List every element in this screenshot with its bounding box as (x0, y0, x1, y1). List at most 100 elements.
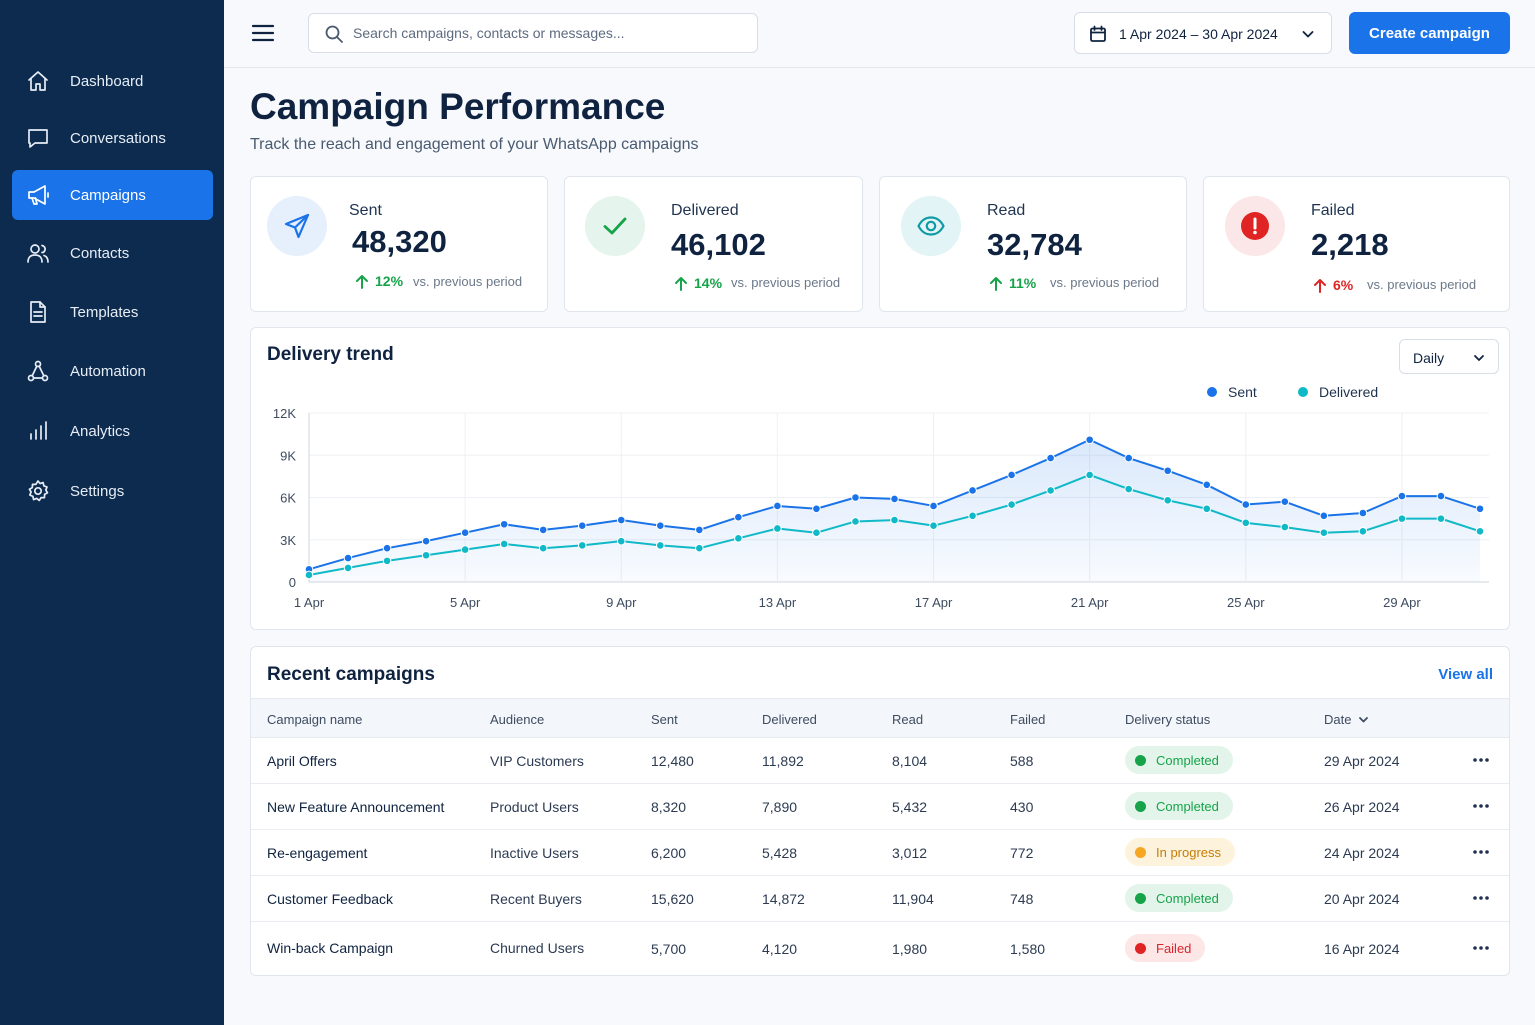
data-point-sent (929, 501, 938, 511)
users-icon (26, 241, 50, 265)
stat-label: Sent (349, 202, 382, 219)
sidebar-item-campaigns[interactable]: Campaigns (12, 170, 213, 220)
data-point-delivered (1202, 504, 1212, 514)
sidebar-item-templates[interactable]: Templates (12, 287, 213, 337)
sidebar-item-label: Analytics (70, 422, 131, 440)
cell-sent: 15,620 (651, 891, 694, 907)
data-point-sent (851, 493, 860, 502)
data-point-sent (421, 536, 431, 546)
cell-delivered: 11,892 (762, 753, 804, 769)
column-header-read[interactable]: Read (892, 712, 924, 727)
cell-failed: 1,580 (1010, 941, 1046, 957)
cell-campaign-name: New Feature Announcement (267, 799, 445, 815)
stat-comparison: vs. previous period (1050, 275, 1160, 290)
period-select[interactable]: Daily (1399, 339, 1499, 374)
data-point-sent (1163, 466, 1173, 476)
x-tick-label: 9 Apr (606, 595, 637, 610)
y-tick-label: 9K (280, 448, 296, 463)
column-header-audience[interactable]: Audience (490, 712, 545, 727)
stat-comparison: vs. previous period (1367, 277, 1477, 292)
recent-campaigns-card: Recent campaigns View all Campaign name … (250, 646, 1510, 976)
status-label: In progress (1156, 844, 1222, 860)
data-point-sent (1241, 500, 1251, 509)
calendar-icon (1089, 25, 1107, 43)
hamburger-menu-icon[interactable] (250, 20, 276, 46)
data-point-delivered (851, 517, 860, 526)
view-all-link[interactable]: View all (1438, 666, 1493, 683)
stat-change-value: 14% (694, 275, 723, 291)
column-header-delivered[interactable]: Delivered (762, 712, 817, 727)
data-point-delivered (929, 521, 938, 530)
date-range-picker[interactable]: 1 Apr 2024 – 30 Apr 2024 (1074, 12, 1332, 54)
more-options-icon[interactable] (1469, 750, 1493, 770)
sidebar-item-label: Templates (70, 303, 139, 321)
status-badge: In progress (1125, 838, 1236, 866)
sidebar-item-automation[interactable]: Automation (12, 346, 213, 396)
data-point-delivered (1358, 527, 1368, 536)
cell-failed: 748 (1010, 891, 1034, 907)
cell-audience: Recent Buyers (490, 891, 582, 907)
table-row[interactable]: Customer Feedback Recent Buyers 15,620 1… (251, 876, 1509, 922)
column-header-failed[interactable]: Failed (1010, 712, 1046, 727)
sidebar-item-settings[interactable]: Settings (12, 466, 213, 516)
table-row[interactable]: April Offers VIP Customers 12,480 11,892… (251, 738, 1509, 784)
data-point-sent (734, 512, 743, 522)
data-point-sent (1007, 470, 1016, 480)
column-header-campaign-name[interactable]: Campaign name (267, 712, 363, 727)
page-subtitle: Track the reach and engagement of your W… (250, 136, 699, 153)
more-options-icon[interactable] (1469, 842, 1493, 862)
sidebar-item-label: Contacts (70, 244, 130, 262)
sidebar-item-label: Conversations (70, 129, 166, 147)
x-tick-label: 21 Apr (1071, 595, 1109, 610)
sidebar-item-contacts[interactable]: Contacts (12, 228, 213, 278)
column-header-delivery-status[interactable]: Delivery status (1125, 712, 1211, 727)
more-options-icon[interactable] (1469, 796, 1493, 816)
cell-failed: 430 (1010, 799, 1034, 815)
table-header: Campaign name Audience Sent Delivered Re… (251, 698, 1509, 738)
data-point-delivered (1280, 522, 1290, 532)
stat-change: 14% (674, 275, 722, 291)
cell-audience: Product Users (490, 799, 579, 815)
table-row[interactable]: Win-back Campaign Churned Users 5,700 4,… (251, 922, 1509, 975)
cell-failed: 588 (1010, 753, 1034, 769)
data-point-delivered (1475, 527, 1485, 536)
status-badge: Completed (1125, 792, 1233, 820)
search-box (308, 13, 758, 53)
data-point-sent (695, 525, 704, 535)
column-header-sent[interactable]: Sent (651, 712, 678, 727)
search-input[interactable] (353, 14, 748, 52)
cell-campaign-name: Win-back Campaign (267, 940, 394, 956)
legend-item-sent: Sent (1207, 384, 1257, 400)
data-point-delivered (812, 528, 821, 538)
cell-delivered: 7,890 (762, 799, 798, 815)
status-label: Failed (1156, 940, 1192, 956)
status-label: Completed (1156, 798, 1219, 814)
create-campaign-button[interactable]: Create campaign (1349, 12, 1510, 54)
sidebar-item-conversations[interactable]: Conversations (12, 113, 213, 163)
sidebar-item-dashboard[interactable]: Dashboard (12, 56, 213, 106)
check-icon (585, 196, 645, 256)
column-header-date[interactable]: Date (1324, 712, 1369, 727)
table-row[interactable]: Re-engagement Inactive Users 6,200 5,428… (251, 830, 1509, 876)
stat-value: 2,218 (1311, 227, 1389, 262)
sidebar-item-analytics[interactable]: Analytics (12, 406, 213, 456)
stat-card-failed: Failed 2,218 6% vs. previous period (1203, 176, 1510, 312)
data-point-delivered (304, 570, 314, 580)
status-dot (1135, 800, 1146, 812)
cell-delivered: 14,872 (762, 891, 805, 907)
workflow-icon (26, 359, 50, 383)
data-point-delivered (1007, 500, 1016, 509)
search-icon (324, 24, 344, 44)
cell-sent: 5,700 (651, 941, 687, 957)
date-range-value: 1 Apr 2024 – 30 Apr 2024 (1119, 26, 1278, 42)
stat-change-value: 6% (1333, 277, 1354, 293)
table-row[interactable]: New Feature Announcement Product Users 8… (251, 784, 1509, 830)
cell-delivered: 4,120 (762, 941, 798, 957)
sidebar-item-label: Settings (70, 482, 125, 500)
page-title: Campaign Performance (250, 86, 666, 127)
more-options-icon[interactable] (1469, 938, 1493, 958)
more-options-icon[interactable] (1469, 888, 1493, 908)
document-icon (26, 300, 50, 324)
bar-chart-icon (26, 419, 50, 443)
stat-comparison: vs. previous period (731, 275, 841, 290)
